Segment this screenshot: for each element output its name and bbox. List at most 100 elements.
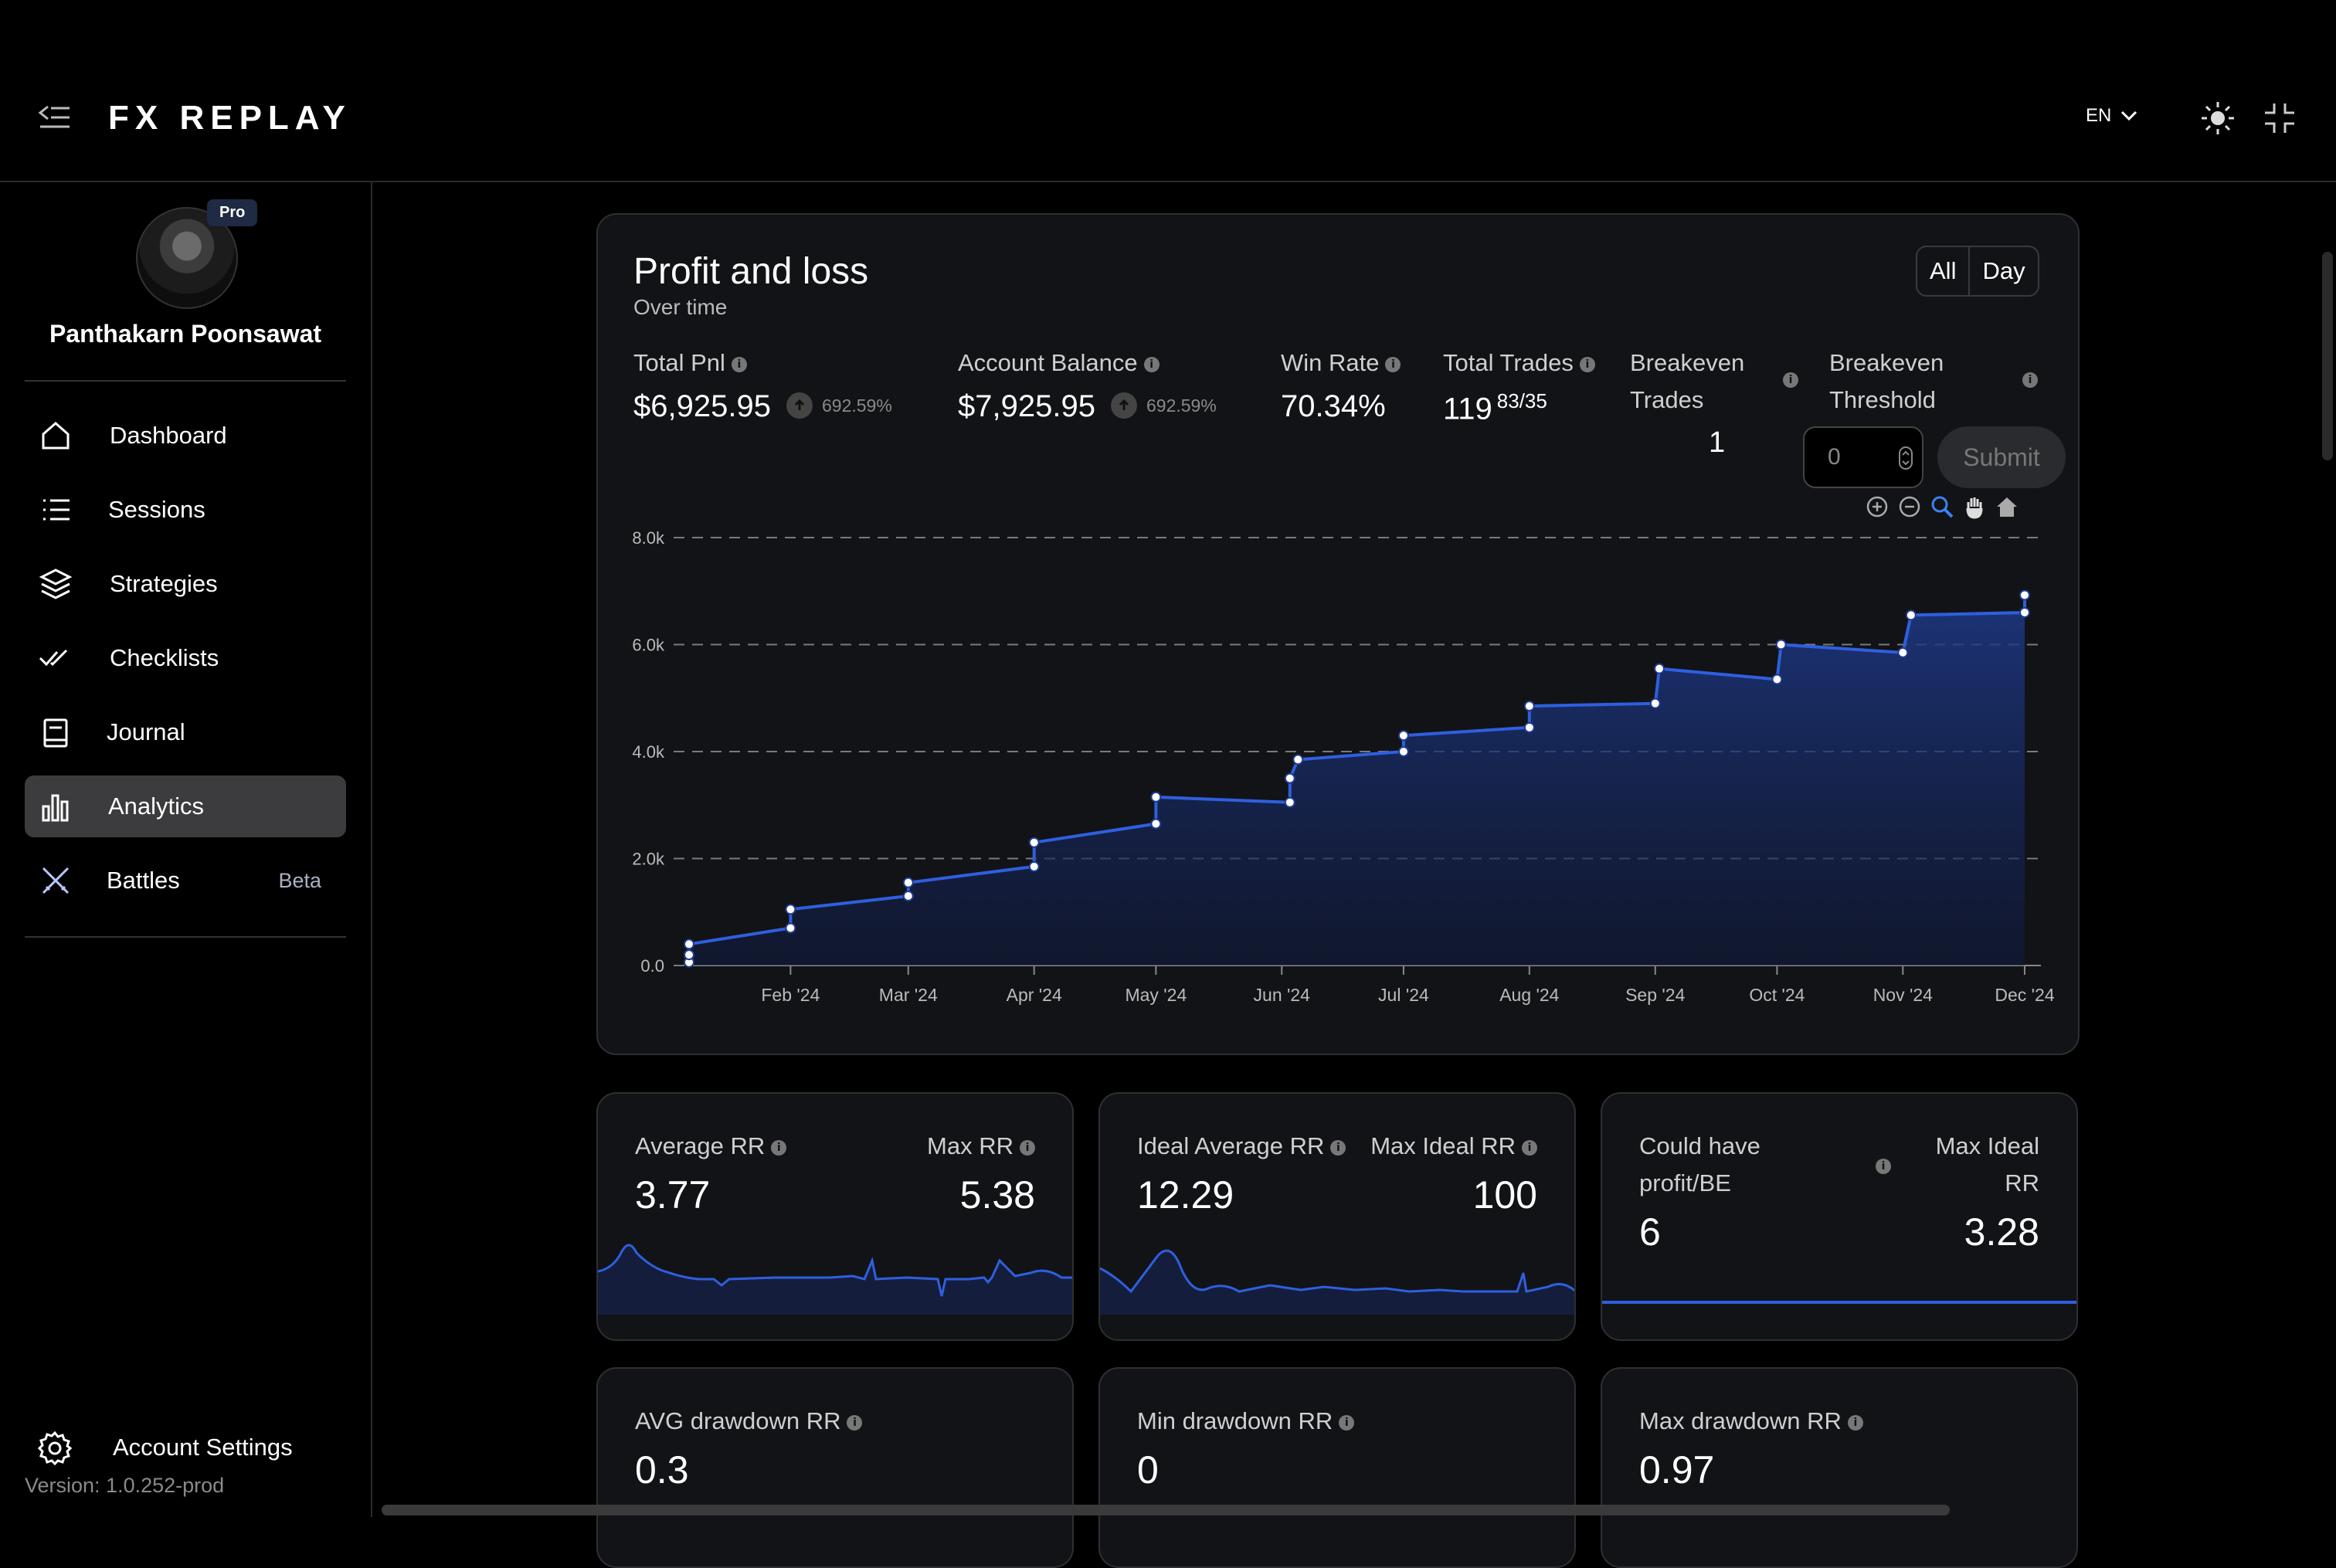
- x-tick-label: Jun '24: [1254, 985, 1311, 1005]
- trade-point[interactable]: [902, 877, 914, 888]
- journal-icon: [43, 718, 68, 748]
- total-pnl-value: $6,925.95: [633, 389, 771, 423]
- theme-toggle-sun-icon[interactable]: [2200, 100, 2236, 136]
- trade-point[interactable]: [785, 904, 796, 915]
- info-icon[interactable]: i: [1783, 372, 1798, 388]
- info-icon[interactable]: i: [1339, 1414, 1355, 1431]
- trade-point[interactable]: [2019, 606, 2030, 618]
- trade-point[interactable]: [1028, 860, 1040, 872]
- bar-chart-icon: [42, 794, 69, 822]
- trade-point[interactable]: [1523, 721, 1535, 733]
- pan-hand-icon[interactable]: [1962, 494, 1987, 519]
- range-all-button[interactable]: All: [1917, 247, 1968, 295]
- trade-point[interactable]: [1284, 796, 1295, 808]
- info-icon[interactable]: i: [731, 356, 747, 372]
- zoom-in-icon[interactable]: [1865, 494, 1890, 519]
- trade-point[interactable]: [684, 938, 694, 950]
- arrow-up-icon: [786, 392, 813, 419]
- total-trades-label: Total Trades i: [1443, 344, 1595, 382]
- info-icon[interactable]: i: [1876, 1159, 1891, 1174]
- total-trades-split: 83/35: [1496, 389, 1547, 412]
- trade-point[interactable]: [2019, 589, 2030, 601]
- submit-button[interactable]: Submit: [1937, 426, 2066, 488]
- trade-point[interactable]: [1905, 609, 1917, 621]
- range-day-button[interactable]: Day: [1968, 247, 2037, 295]
- info-icon[interactable]: i: [2022, 372, 2038, 388]
- sidebar-item-label: Battles: [107, 867, 180, 894]
- home-icon: [42, 422, 70, 450]
- trade-point[interactable]: [902, 890, 914, 901]
- sidebar-item-checklists[interactable]: Checklists: [25, 627, 346, 689]
- trade-point[interactable]: [1649, 697, 1661, 709]
- average-rr-card: Average RR i Max RR i 3.77 5.38: [596, 1092, 1074, 1341]
- win-rate-label: Win Rate i: [1281, 344, 1401, 382]
- gear-icon: [37, 1431, 73, 1466]
- info-icon[interactable]: i: [847, 1414, 863, 1431]
- info-icon[interactable]: i: [1143, 356, 1160, 372]
- info-icon[interactable]: i: [1330, 1139, 1346, 1156]
- ideal-average-rr-card: Ideal Average RR i Max Ideal RR i 12.29 10…: [1098, 1092, 1576, 1341]
- reset-home-icon[interactable]: [1995, 494, 2019, 519]
- sidebar-item-journal[interactable]: Journal: [25, 701, 346, 763]
- sidebar: [0, 182, 372, 1517]
- could-have-profit-label: Could have profit/BE: [1639, 1132, 1760, 1196]
- max-drawdown-label: Max drawdown RR i: [1639, 1403, 1863, 1440]
- trade-point[interactable]: [1028, 837, 1040, 848]
- max-ideal-rr-value: 3.28: [1964, 1210, 2039, 1254]
- average-rr-value: 3.77: [635, 1173, 711, 1217]
- info-icon[interactable]: i: [1385, 356, 1401, 372]
- trade-point[interactable]: [1292, 754, 1304, 765]
- breakeven-threshold-input[interactable]: 0: [1803, 426, 1923, 488]
- info-icon[interactable]: i: [771, 1139, 787, 1156]
- x-tick-label: Sep '24: [1625, 985, 1685, 1005]
- vertical-scrollbar[interactable]: [2322, 252, 2333, 460]
- app-logo[interactable]: FX REPLAY: [108, 99, 351, 137]
- trade-point[interactable]: [785, 922, 796, 934]
- swords-icon: [42, 867, 70, 894]
- ideal-average-rr-sparkline: [1100, 1249, 1574, 1315]
- trade-point[interactable]: [1771, 674, 1783, 685]
- sidebar-item-strategies[interactable]: Strategies: [25, 553, 346, 615]
- ideal-average-rr-value: 12.29: [1137, 1173, 1234, 1217]
- info-icon[interactable]: i: [1020, 1139, 1035, 1156]
- trade-point[interactable]: [1523, 701, 1535, 712]
- zoom-select-icon[interactable]: [1930, 494, 1954, 519]
- trade-point[interactable]: [1897, 647, 1909, 658]
- trade-point[interactable]: [1397, 730, 1409, 742]
- chart-toolbar: [1865, 494, 2019, 519]
- info-icon[interactable]: i: [1522, 1139, 1537, 1156]
- stepper-icon[interactable]: [1899, 446, 1913, 470]
- layers-icon: [39, 568, 73, 599]
- trade-point[interactable]: [1397, 746, 1409, 757]
- sidebar-item-analytics[interactable]: Analytics: [25, 776, 346, 837]
- exit-fullscreen-icon[interactable]: [2263, 102, 2296, 134]
- x-tick-label: Aug '24: [1499, 985, 1559, 1005]
- double-check-icon: [39, 649, 68, 667]
- y-tick-label: 2.0k: [632, 850, 665, 869]
- pnl-area-chart[interactable]: Feb '24 Mar '24 Apr '24 May '24 Jun '24 Jul '…: [596, 518, 2080, 1020]
- min-drawdown-card: Min drawdown RR i 0: [1098, 1367, 1576, 1568]
- horizontal-scrollbar[interactable]: [382, 1505, 1950, 1515]
- y-tick-label: 8.0k: [632, 528, 665, 548]
- beta-badge: Beta: [278, 868, 321, 892]
- trade-point[interactable]: [684, 949, 694, 961]
- info-icon[interactable]: i: [1579, 356, 1595, 372]
- language-selector[interactable]: EN: [2086, 105, 2137, 127]
- x-tick-label: Feb '24: [761, 985, 820, 1005]
- trade-point[interactable]: [1150, 818, 1162, 830]
- total-pnl-change: 692.59%: [786, 392, 892, 419]
- trade-point[interactable]: [1654, 663, 1665, 674]
- info-icon[interactable]: i: [1847, 1414, 1863, 1431]
- trade-point[interactable]: [1775, 639, 1787, 650]
- sidebar-item-dashboard[interactable]: Dashboard: [25, 405, 346, 467]
- account-settings-button[interactable]: Account Settings: [37, 1431, 346, 1468]
- max-rr-value: 5.38: [959, 1173, 1035, 1217]
- breakeven-trades-value: 1: [1709, 426, 1726, 459]
- collapse-sidebar-icon[interactable]: [37, 104, 71, 131]
- sidebar-item-battles[interactable]: Battles Beta: [25, 850, 346, 911]
- trade-point[interactable]: [1150, 791, 1162, 803]
- zoom-out-icon[interactable]: [1897, 494, 1922, 519]
- could-have-profit-value: 6: [1639, 1210, 1661, 1254]
- trade-point[interactable]: [1284, 772, 1295, 784]
- sidebar-item-sessions[interactable]: Sessions: [25, 479, 346, 541]
